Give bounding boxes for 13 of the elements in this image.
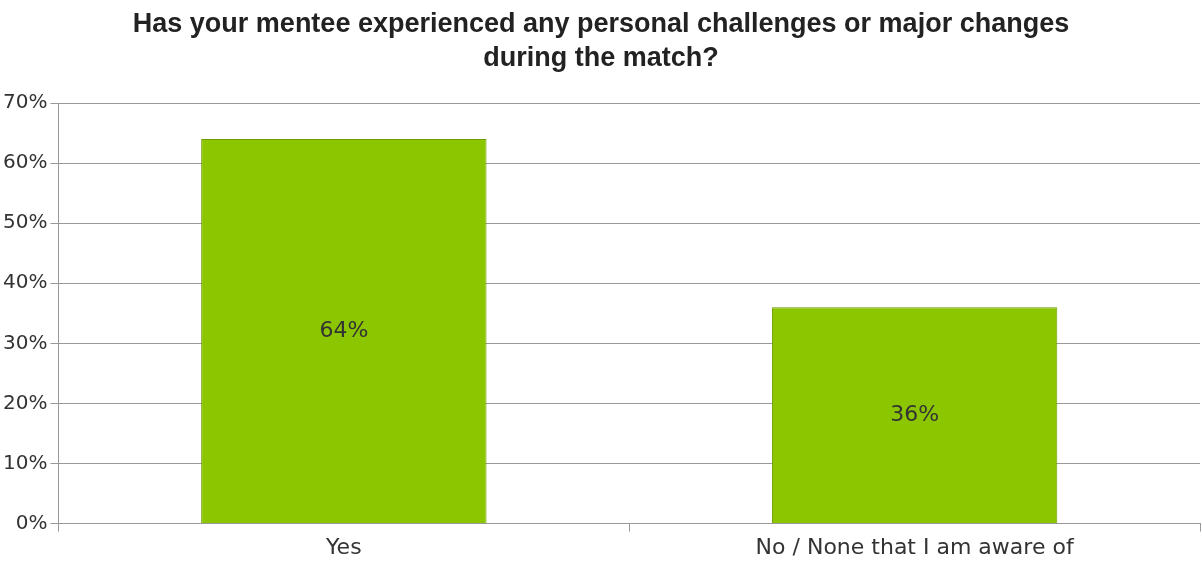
data-label: 64% — [319, 316, 369, 342]
chart-title: Has your mentee experienced any personal challenges or major changes during the match? — [131, 7, 1071, 74]
y-tick-label: 60% — [3, 149, 48, 174]
data-label: 36% — [890, 400, 940, 426]
y-tick-label: 50% — [3, 209, 48, 234]
y-tick-label: 30% — [3, 329, 48, 354]
y-tick-label: 40% — [3, 269, 48, 294]
y-tick-label: 10% — [3, 449, 48, 474]
x-tick-label: No / None that I am aware of — [755, 533, 1075, 559]
y-tick-label: 70% — [3, 89, 48, 114]
y-tick-label: 0% — [15, 509, 48, 534]
y-tick-label: 20% — [3, 389, 48, 414]
x-tick-label: Yes — [325, 533, 362, 559]
